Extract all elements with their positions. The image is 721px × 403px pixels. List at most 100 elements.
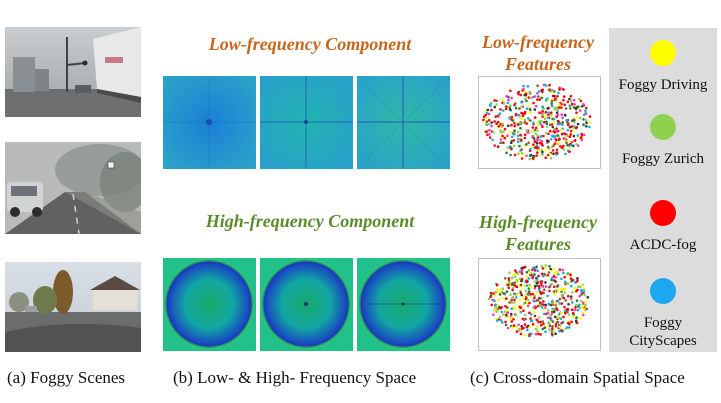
tsne-point <box>552 310 556 314</box>
tsne-point <box>503 136 507 140</box>
tsne-point <box>535 290 539 294</box>
tsne-point <box>528 301 531 305</box>
tsne-point <box>544 303 547 307</box>
tsne-point <box>544 306 547 309</box>
tsne-point <box>569 133 573 136</box>
tsne-point <box>511 288 514 292</box>
tsne-point <box>529 271 532 275</box>
tsne-point <box>519 133 522 137</box>
tsne-point <box>515 296 518 299</box>
tsne-point <box>559 287 562 290</box>
tsne-point <box>505 151 508 155</box>
tsne-point <box>564 152 567 156</box>
tsne-point <box>535 154 538 157</box>
tsne-point <box>528 157 531 161</box>
tsne-point <box>558 268 562 271</box>
tsne-point <box>553 128 556 131</box>
tsne-point <box>570 143 573 147</box>
tsne-point <box>556 308 559 312</box>
tsne-point <box>585 121 588 124</box>
tsne-point <box>510 115 514 119</box>
tsne-point <box>584 304 587 307</box>
tsne-point <box>584 112 588 115</box>
tsne-point <box>507 277 511 280</box>
tsne-point <box>530 332 533 336</box>
tsne-point <box>541 267 545 270</box>
tsne-point <box>563 309 567 312</box>
tsne-point <box>520 270 524 273</box>
tsne-point <box>522 84 525 88</box>
tsne-point <box>513 269 517 272</box>
tsne-point <box>582 103 585 106</box>
tsne-point <box>542 308 546 311</box>
tsne-point <box>496 288 499 292</box>
tsne-point <box>488 136 492 139</box>
tsne-point <box>496 114 500 117</box>
tsne-point <box>489 103 492 106</box>
tsne-point <box>535 299 539 302</box>
tsne-point <box>523 284 526 287</box>
tsne-point <box>531 322 535 326</box>
tsne-point <box>541 320 544 323</box>
tsne-point <box>506 101 510 105</box>
tsne-point <box>520 138 523 142</box>
tsne-point <box>566 134 569 138</box>
tsne-point <box>515 293 519 297</box>
tsne-point <box>536 278 539 281</box>
tsne-point <box>548 129 552 133</box>
tsne-point <box>546 311 550 315</box>
foggy-scene-photo-3 <box>5 262 141 352</box>
tsne-point <box>570 140 574 144</box>
tsne-point <box>569 99 573 102</box>
tsne-point <box>484 113 488 117</box>
tsne-point <box>548 83 551 87</box>
tsne-point <box>561 268 565 272</box>
tsne-point <box>525 129 528 132</box>
tsne-point <box>530 145 534 149</box>
tsne-point <box>526 131 529 134</box>
tsne-point <box>523 136 527 140</box>
tsne-point <box>563 312 567 315</box>
tsne-point <box>544 285 548 288</box>
tsne-point <box>520 152 524 155</box>
tsne-point <box>576 277 579 280</box>
tsne-point <box>506 326 510 330</box>
tsne-point <box>552 121 555 124</box>
tsne-point <box>539 333 542 336</box>
tsne-point <box>572 315 575 318</box>
tsne-point <box>534 332 538 336</box>
tsne-point <box>588 125 591 129</box>
tsne-point <box>538 304 542 308</box>
tsne-point <box>529 286 532 289</box>
tsne-point <box>538 296 541 300</box>
tsne-point <box>506 306 509 309</box>
tsne-point <box>487 123 491 126</box>
tsne-point <box>513 298 516 302</box>
tsne-point <box>568 322 571 326</box>
tsne-point <box>482 118 485 122</box>
tsne-point <box>557 91 560 95</box>
tsne-point <box>539 323 543 327</box>
tsne-point <box>531 273 535 276</box>
tsne-point <box>530 319 534 323</box>
tsne-point <box>537 320 540 324</box>
tsne-point <box>510 130 513 134</box>
tsne-point <box>542 134 545 138</box>
tsne-point <box>490 108 493 112</box>
tsne-point <box>504 277 507 280</box>
tsne-point <box>580 293 583 296</box>
tsne-point <box>570 320 573 324</box>
tsne-point <box>539 135 543 138</box>
domain-legend: Foggy Driving Foggy Zurich ACDC-fog Fogg… <box>609 28 717 352</box>
tsne-point <box>495 99 498 103</box>
tsne-point <box>572 126 575 129</box>
tsne-point <box>499 306 503 310</box>
tsne-point <box>522 302 526 305</box>
tsne-point <box>533 146 537 149</box>
tsne-point <box>533 305 536 308</box>
tsne-point <box>519 283 523 287</box>
tsne-point <box>552 144 555 147</box>
tsne-point <box>487 297 491 301</box>
tsne-point <box>560 329 564 333</box>
tsne-point <box>531 292 534 296</box>
